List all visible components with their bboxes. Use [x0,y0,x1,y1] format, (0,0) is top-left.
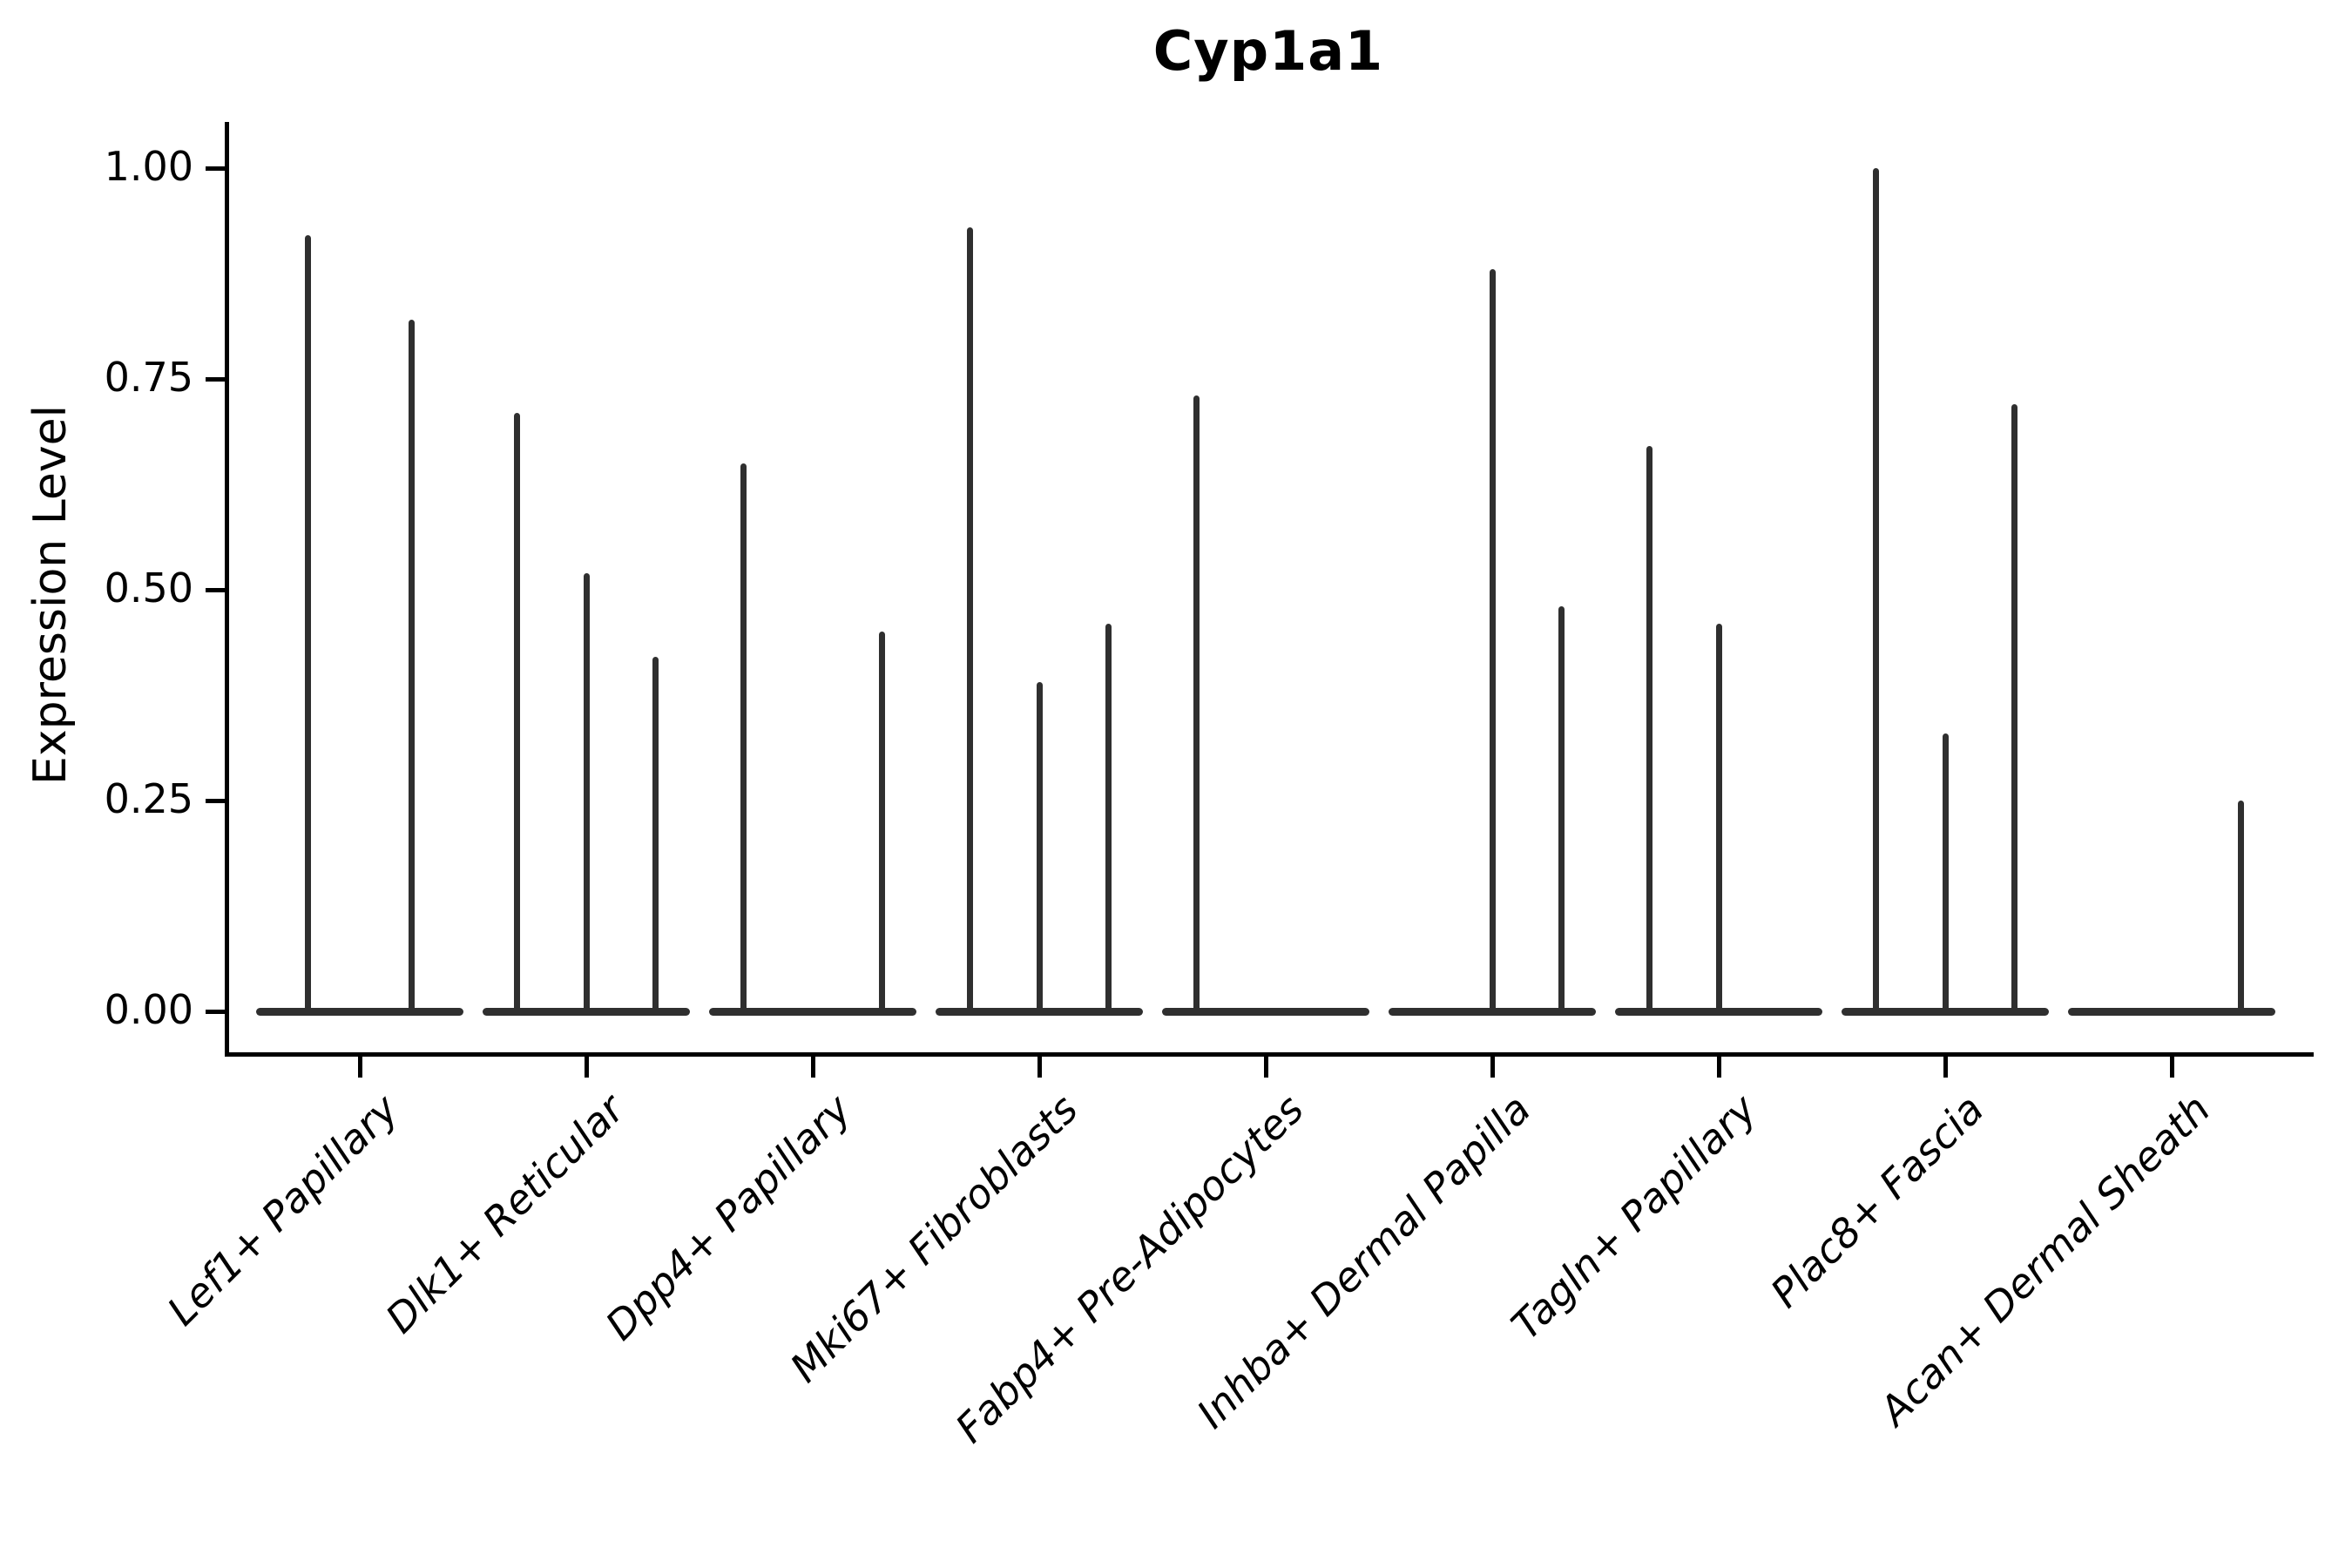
x-tick-mark [1716,1057,1721,1078]
x-tick-mark [584,1057,589,1078]
violin-spike [652,657,659,1015]
violin-spike [1715,623,1722,1015]
y-tick-mark [206,1009,225,1014]
y-tick-label: 0.00 [104,986,193,1033]
violin-spike [1193,395,1200,1015]
x-category-label: Plac8+ Fascia [1761,1085,1993,1317]
y-tick-mark [206,798,225,803]
x-tick-mark [1490,1057,1495,1078]
violin-spike [305,235,311,1015]
violin-spike [514,412,521,1015]
violin-baseline [256,1007,463,1016]
violin-spike [2237,801,2244,1015]
x-category-label: Lef1+ Papillary [158,1085,408,1335]
violin-spike [1036,682,1043,1015]
violin-spike [1942,733,1949,1015]
violin-spike [878,632,885,1015]
violin-spike [1489,269,1496,1015]
violin-spike [409,320,415,1015]
y-tick-label: 0.50 [104,564,193,612]
chart-title: Cyp1a1 [1152,19,1384,83]
x-category-label: Dlk1+ Reticular [376,1085,634,1342]
violin-spike [967,226,974,1015]
x-axis-spine [225,1052,2314,1057]
violin-spike [583,572,590,1015]
violin-baseline [709,1007,916,1016]
y-tick-label: 1.00 [104,143,193,190]
x-tick-mark [1943,1057,1948,1078]
y-tick-label: 0.75 [104,354,193,401]
violin-spike [1558,606,1565,1015]
x-tick-mark [2169,1057,2174,1078]
y-tick-mark [206,587,225,592]
x-tick-mark [1263,1057,1268,1078]
y-tick-mark [206,166,225,171]
violin-spike [1873,168,1880,1015]
violin-baseline [1162,1007,1369,1016]
x-tick-mark [357,1057,362,1078]
y-tick-label: 0.25 [104,775,193,822]
violin-spike [1105,623,1112,1015]
violin-spike [2011,404,2017,1015]
violin-baseline [2068,1007,2275,1016]
violin-spike [1646,446,1653,1015]
x-tick-mark [810,1057,815,1078]
y-axis-spine [225,122,229,1056]
x-category-label: Tagln+ Papillary [1502,1085,1767,1349]
y-tick-mark [206,376,225,382]
x-tick-mark [1037,1057,1042,1078]
x-category-label: Dpp4+ Papillary [596,1085,861,1349]
violin-spike [740,463,747,1015]
y-axis-label: Expression Level [24,404,77,786]
